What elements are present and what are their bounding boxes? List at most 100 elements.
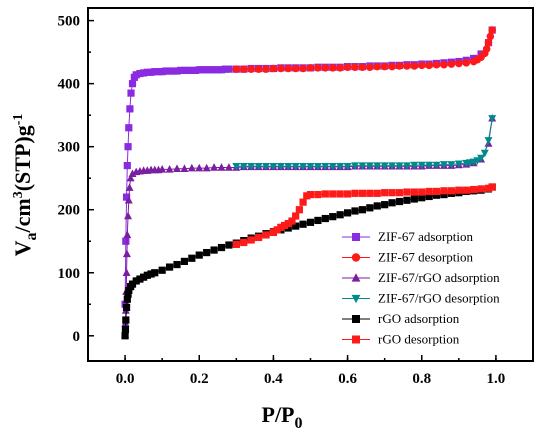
data-point (158, 68, 166, 76)
data-point (314, 190, 322, 199)
data-point (425, 187, 433, 196)
legend-label: rGO desorption (378, 332, 460, 347)
data-point (329, 213, 337, 221)
data-point (402, 162, 411, 170)
y-axis-title-stp-sup: -1 (11, 114, 26, 126)
data-point (488, 26, 496, 34)
data-point (358, 189, 367, 197)
data-point (122, 249, 131, 258)
data-point (440, 187, 448, 195)
legend-marker (352, 335, 360, 344)
data-point (247, 162, 256, 171)
data-point (187, 163, 196, 172)
data-point (217, 243, 226, 252)
data-point (373, 62, 382, 71)
data-point (199, 66, 207, 74)
data-point (210, 246, 218, 254)
data-point (336, 162, 345, 171)
data-point (284, 162, 293, 171)
data-point (366, 189, 374, 197)
data-point (121, 325, 130, 334)
data-point (202, 163, 211, 172)
y-axis-title-v-sub: a (23, 232, 40, 240)
data-point (417, 161, 426, 170)
x-tick-label: 0.8 (412, 371, 431, 387)
data-point (127, 89, 135, 97)
data-point (486, 32, 495, 41)
y-tick-label: 0 (73, 329, 81, 345)
data-point (328, 162, 337, 171)
data-point (126, 173, 135, 182)
data-point (284, 219, 292, 228)
data-point (351, 189, 359, 197)
data-point (247, 236, 255, 244)
data-point (126, 105, 134, 113)
data-point (180, 257, 189, 266)
x-tick-label: 0.0 (116, 371, 135, 387)
data-point (165, 165, 174, 173)
data-point (128, 80, 137, 88)
data-point (306, 64, 315, 72)
data-point (313, 162, 322, 171)
data-point (125, 124, 133, 132)
data-point (410, 188, 418, 196)
data-point (432, 60, 441, 69)
data-point (321, 214, 329, 223)
data-point (299, 162, 308, 171)
data-point (240, 238, 248, 247)
data-point (314, 64, 322, 72)
legend-item: ZIF-67/rGO adsorption (342, 270, 500, 285)
data-point (425, 61, 433, 70)
series-3 (232, 115, 497, 171)
data-point (432, 161, 441, 170)
data-point (358, 162, 367, 170)
x-axis-ticks: 0.0 0.2 0.4 0.6 0.8 1.0 (87, 355, 534, 387)
data-point (158, 266, 166, 274)
x-tick-label: 0.4 (264, 371, 283, 387)
data-point (269, 162, 278, 171)
data-point (273, 226, 281, 234)
data-point (314, 216, 322, 225)
data-point (373, 162, 382, 170)
data-point (306, 218, 315, 226)
data-point (388, 199, 396, 207)
data-point (140, 273, 148, 281)
x-tick-label: 0.2 (190, 371, 209, 387)
data-point (358, 206, 367, 214)
data-point (488, 183, 496, 191)
data-point (321, 64, 330, 72)
legend-marker (351, 294, 361, 304)
data-point (395, 62, 404, 70)
legend-label: ZIF-67/rGO adsorption (378, 270, 500, 285)
data-point (351, 207, 359, 215)
legend-label: rGO adsorption (378, 311, 460, 326)
data-point (462, 159, 471, 168)
data-point (388, 162, 397, 170)
data-point (292, 222, 300, 230)
data-point (210, 163, 219, 171)
data-point (128, 280, 137, 288)
data-point (388, 189, 396, 197)
data-point (455, 59, 463, 68)
y-tick-label: 400 (58, 77, 81, 93)
data-point (262, 231, 270, 239)
data-point (425, 161, 434, 170)
data-point (440, 161, 448, 169)
data-point (306, 190, 315, 199)
data-point (132, 71, 140, 79)
legend-marker (352, 233, 360, 241)
data-point (132, 277, 140, 285)
data-point (147, 270, 155, 278)
data-point (177, 66, 185, 75)
y-axis-title: Va/cm3(STP)g-1 (10, 114, 40, 257)
data-point (203, 66, 211, 74)
data-point (280, 221, 289, 230)
data-point (484, 38, 493, 47)
data-point (288, 217, 296, 225)
data-point (417, 61, 426, 70)
data-point (122, 237, 130, 245)
data-point (151, 269, 159, 277)
data-point (124, 143, 132, 151)
data-point (188, 254, 196, 262)
data-point (470, 185, 478, 194)
